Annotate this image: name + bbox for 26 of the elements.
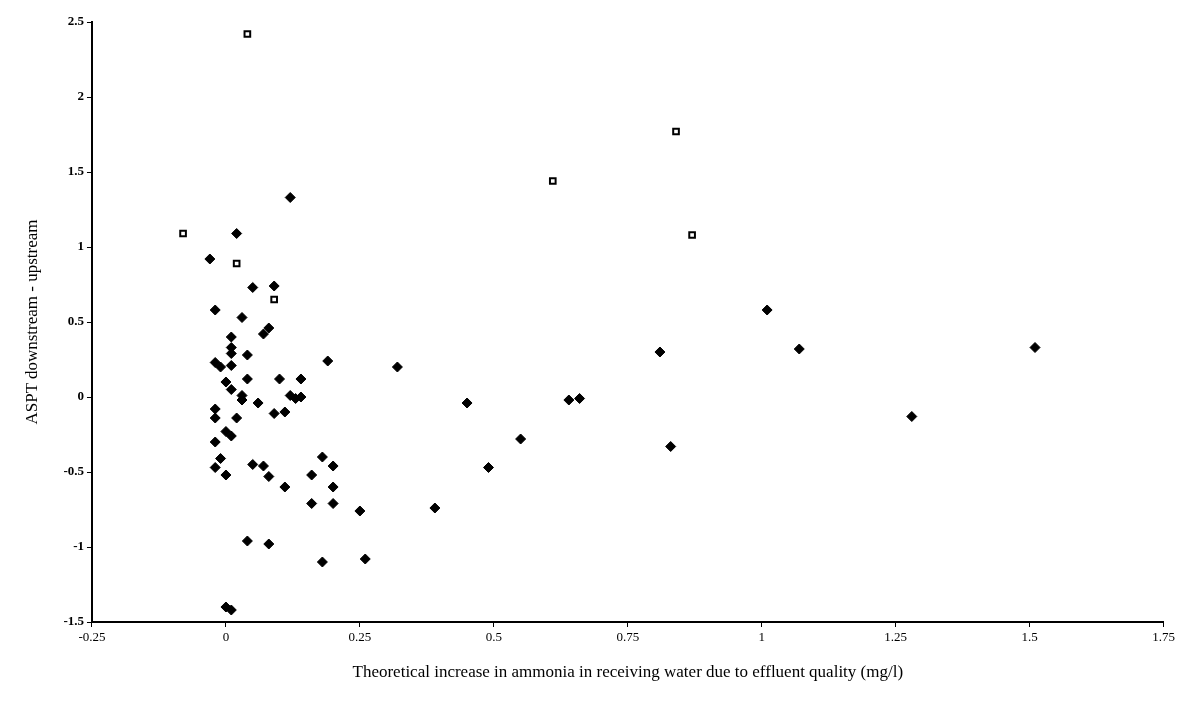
x-tick-label: 0.25 [348, 629, 372, 645]
x-tick-label: 1.25 [884, 629, 908, 645]
x-tick-label: 1.5 [1021, 629, 1038, 645]
y-tick-label: 0.5 [67, 313, 85, 329]
point [270, 295, 278, 304]
x-tick-label: 1 [758, 629, 766, 645]
x-tick-label: 1.75 [1152, 629, 1175, 645]
y-tick-label: -0.5 [63, 463, 85, 479]
x-axis-title: Theoretical increase in ammonia in receiving water due to effluent quality (mg/l) [352, 662, 904, 682]
x-tick-label: 0.5 [485, 629, 502, 645]
y-tick-label: -1 [73, 538, 84, 554]
point [548, 177, 557, 185]
y-tick-label: 1 [77, 238, 84, 254]
y-tick-label: 1.5 [67, 163, 85, 179]
point [243, 30, 252, 38]
y-tick-label: 2.5 [67, 13, 85, 29]
x-tick-label: -0.25 [78, 629, 106, 645]
y-tick-label: 2 [77, 88, 84, 104]
x-tick-label: 0.75 [616, 629, 640, 645]
point [179, 229, 187, 238]
y-axis-title: ASPT downstream - upstream [21, 219, 41, 425]
x-tick-label: 0 [222, 629, 230, 645]
point [672, 127, 680, 136]
y-tick-label: -1.5 [63, 613, 85, 629]
y-tick-label: 0 [77, 388, 84, 404]
point [688, 231, 696, 239]
